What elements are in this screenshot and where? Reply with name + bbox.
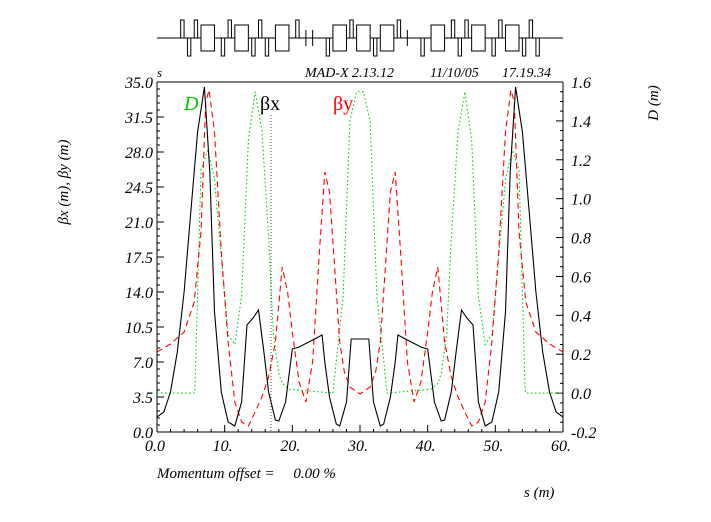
lattice-quadrupole [251,37,256,57]
lattice-quadrupole [420,37,425,57]
lattice-dipole [274,24,290,52]
header-s-label: s [157,65,162,80]
x-tick-label: 50. [483,438,503,455]
x-tick-label: 30. [347,438,368,455]
lattice-quadrupole [450,19,456,39]
x-tick-label: 60. [551,438,571,455]
y-right-tick-label: 1.6 [571,75,591,92]
y-left-axis-label: βx (m), βy (m) [56,140,72,226]
momentum-offset-note: Momentum offset = 0.00 % [156,466,336,482]
lattice-strip [157,19,563,57]
lattice-quadrupole [325,37,331,57]
header-date: 11/10/05 [430,66,479,81]
lattice-quadrupole [491,37,496,57]
legend-label-d: D [183,93,199,115]
lattice-dipole [471,24,486,52]
y-right-tick-label: 0.6 [571,269,591,286]
y-left-tick-label: 31.5 [124,110,153,127]
lattice-quadrupole [227,19,232,39]
axis-ticks: 0.0 10. 20. 30. 40. 50. 60. 0.0 3.5 7.0 10.5 14.0 17… [124,75,596,455]
lattice-quadrupole [258,19,263,39]
lattice-quadrupole [180,19,185,39]
lattice-dipole [430,24,446,52]
x-tick-label: 20. [280,438,300,455]
x-tick-label: 0.0 [145,438,165,455]
legend-label-betay: βy [333,93,353,115]
lattice-quadrupole [220,37,226,57]
lattice-dipole [332,24,347,52]
y-right-tick-label: 0.4 [571,308,591,325]
y-right-tick-label: 1.0 [571,192,591,209]
lattice-quadrupole [264,37,270,57]
y-left-tick-label: 35.0 [124,75,153,92]
lattice-dipole [379,24,395,52]
lattice-quadrupole [295,19,300,39]
y-left-tick-label: 24.5 [125,180,153,197]
lattice-quadrupole [535,37,540,57]
series-line-betay [157,89,563,427]
lattice-quadrupole [498,19,503,39]
y-right-tick-label: 1.4 [571,114,591,131]
y-left-tick-label: 14.0 [125,285,153,302]
lattice-quadrupole [396,19,402,39]
y-right-tick-label: 0.8 [571,231,591,248]
lattice-dipole [504,24,520,52]
plot-frame [156,81,564,433]
y-left-tick-label: 17.5 [125,250,153,267]
y-left-tick-label: 3.5 [132,390,153,407]
x-tick-label: 10. [213,438,233,455]
lattice-quadrupole [349,19,354,39]
y-right-tick-label: -0.2 [571,425,596,442]
header-program: MAD-X 2.13.12 [304,66,394,81]
lattice-dipole [356,24,371,52]
lattice-quadrupole [464,19,469,39]
legend-label-betax: βx [260,93,280,115]
series-lines [157,86,563,432]
y-left-tick-label: 7.0 [133,355,153,372]
y-right-tick-label: 0.2 [571,347,591,364]
series-line-betax [157,86,563,427]
y-left-tick-label: 10.5 [125,320,153,337]
lattice-quadrupole [528,19,534,39]
x-tick-label: 40. [416,438,436,455]
header-time: 17.19.34 [502,66,551,81]
lattice-dipole [200,24,216,52]
y-left-tick-label: 0.0 [133,425,153,442]
lattice-dipole [234,24,249,52]
y-right-axis-label: D (m) [646,85,662,121]
y-right-tick-label: 0.0 [571,386,591,403]
lattice-quadrupole [457,37,463,57]
lattice-quadrupole [193,19,199,39]
lattice-quadrupole [186,37,192,57]
y-left-tick-label: 28.0 [125,145,153,162]
lattice-quadrupole [521,37,527,57]
lattice-quadrupole [373,37,378,57]
y-left-tick-label: 21.0 [125,215,153,232]
y-right-tick-label: 1.2 [571,153,591,170]
x-axis-label: s (m) [524,485,554,501]
